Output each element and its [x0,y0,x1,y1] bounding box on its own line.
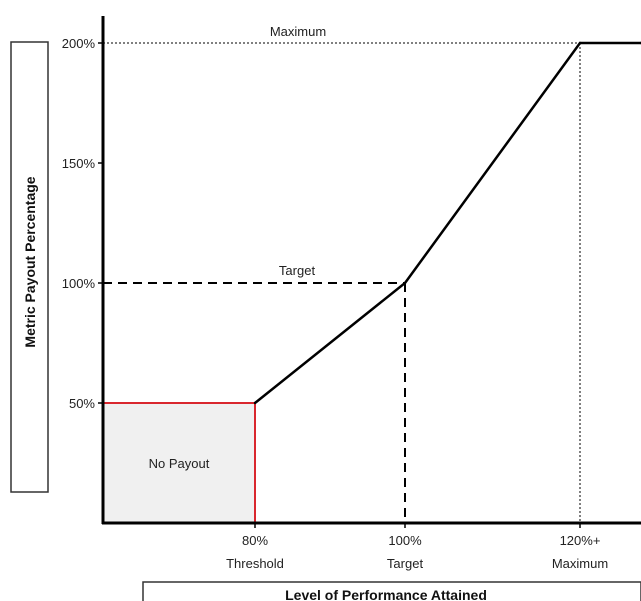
no-payout-label: No Payout [149,456,210,471]
y-axis-title-box [10,41,49,493]
payout-point [253,401,257,405]
x-tick-label: 120%+ [560,533,601,548]
y-tick-label: 150% [62,156,96,171]
x-tick-sublabel: Threshold [226,556,284,571]
y-tick-label: 50% [69,396,95,411]
maximum-annotation: Maximum [270,24,326,39]
x-tick-sublabel: Maximum [552,556,608,571]
y-tick-label: 100% [62,276,96,291]
no-payout-region [103,403,255,523]
payout-point [578,41,582,45]
x-axis-title: Level of Performance Attained [285,587,487,601]
x-axis-title-box [142,581,641,601]
y-tick-label: 200% [62,36,96,51]
x-tick-sublabel: Target [387,556,424,571]
x-tick-label: 100% [388,533,422,548]
target-annotation: Target [279,263,316,278]
payout-point [403,281,407,285]
y-axis-title: Metric Payout Percentage [22,176,38,347]
payout-line [254,41,641,404]
x-tick-label: 80% [242,533,268,548]
